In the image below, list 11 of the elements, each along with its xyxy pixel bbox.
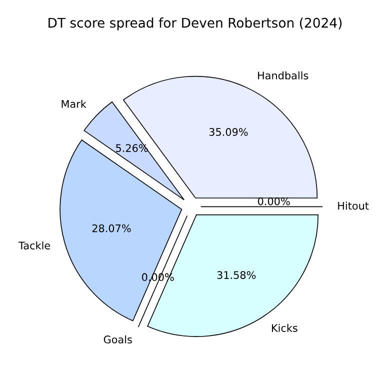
slice-label: Kicks [272, 324, 298, 332]
data-label: 35.09% [209, 128, 248, 136]
slice-label: Handballs [258, 71, 308, 80]
data-label: 31.58% [217, 271, 256, 279]
category-label: Goals [104, 335, 132, 344]
slice-label: Mark [62, 100, 86, 108]
text: 0.00% [258, 197, 290, 206]
category-label: Hitout [338, 202, 369, 210]
data-label: 28.07% [92, 224, 131, 232]
slice-label: Tackle [18, 241, 50, 250]
chart-title: DT score spread for Deven Robertson (2024) [48, 18, 342, 30]
